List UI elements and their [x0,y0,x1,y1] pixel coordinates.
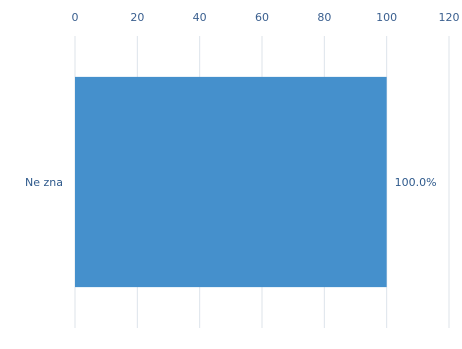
x-tick-label: 100 [376,11,397,24]
x-tick-label: 0 [72,11,79,24]
x-tick-label: 120 [439,11,460,24]
x-tick-label: 20 [130,11,144,24]
x-axis-ticks: 0 20 40 60 80 100 120 [72,11,460,24]
x-tick-label: 40 [193,11,207,24]
bar-0 [75,76,387,288]
bars [75,76,387,288]
labels: Ne zna 100.0% [25,176,437,189]
x-tick-label: 60 [255,11,269,24]
category-label: Ne zna [25,176,63,189]
x-tick-label: 80 [317,11,331,24]
data-label: 100.0% [395,176,437,189]
